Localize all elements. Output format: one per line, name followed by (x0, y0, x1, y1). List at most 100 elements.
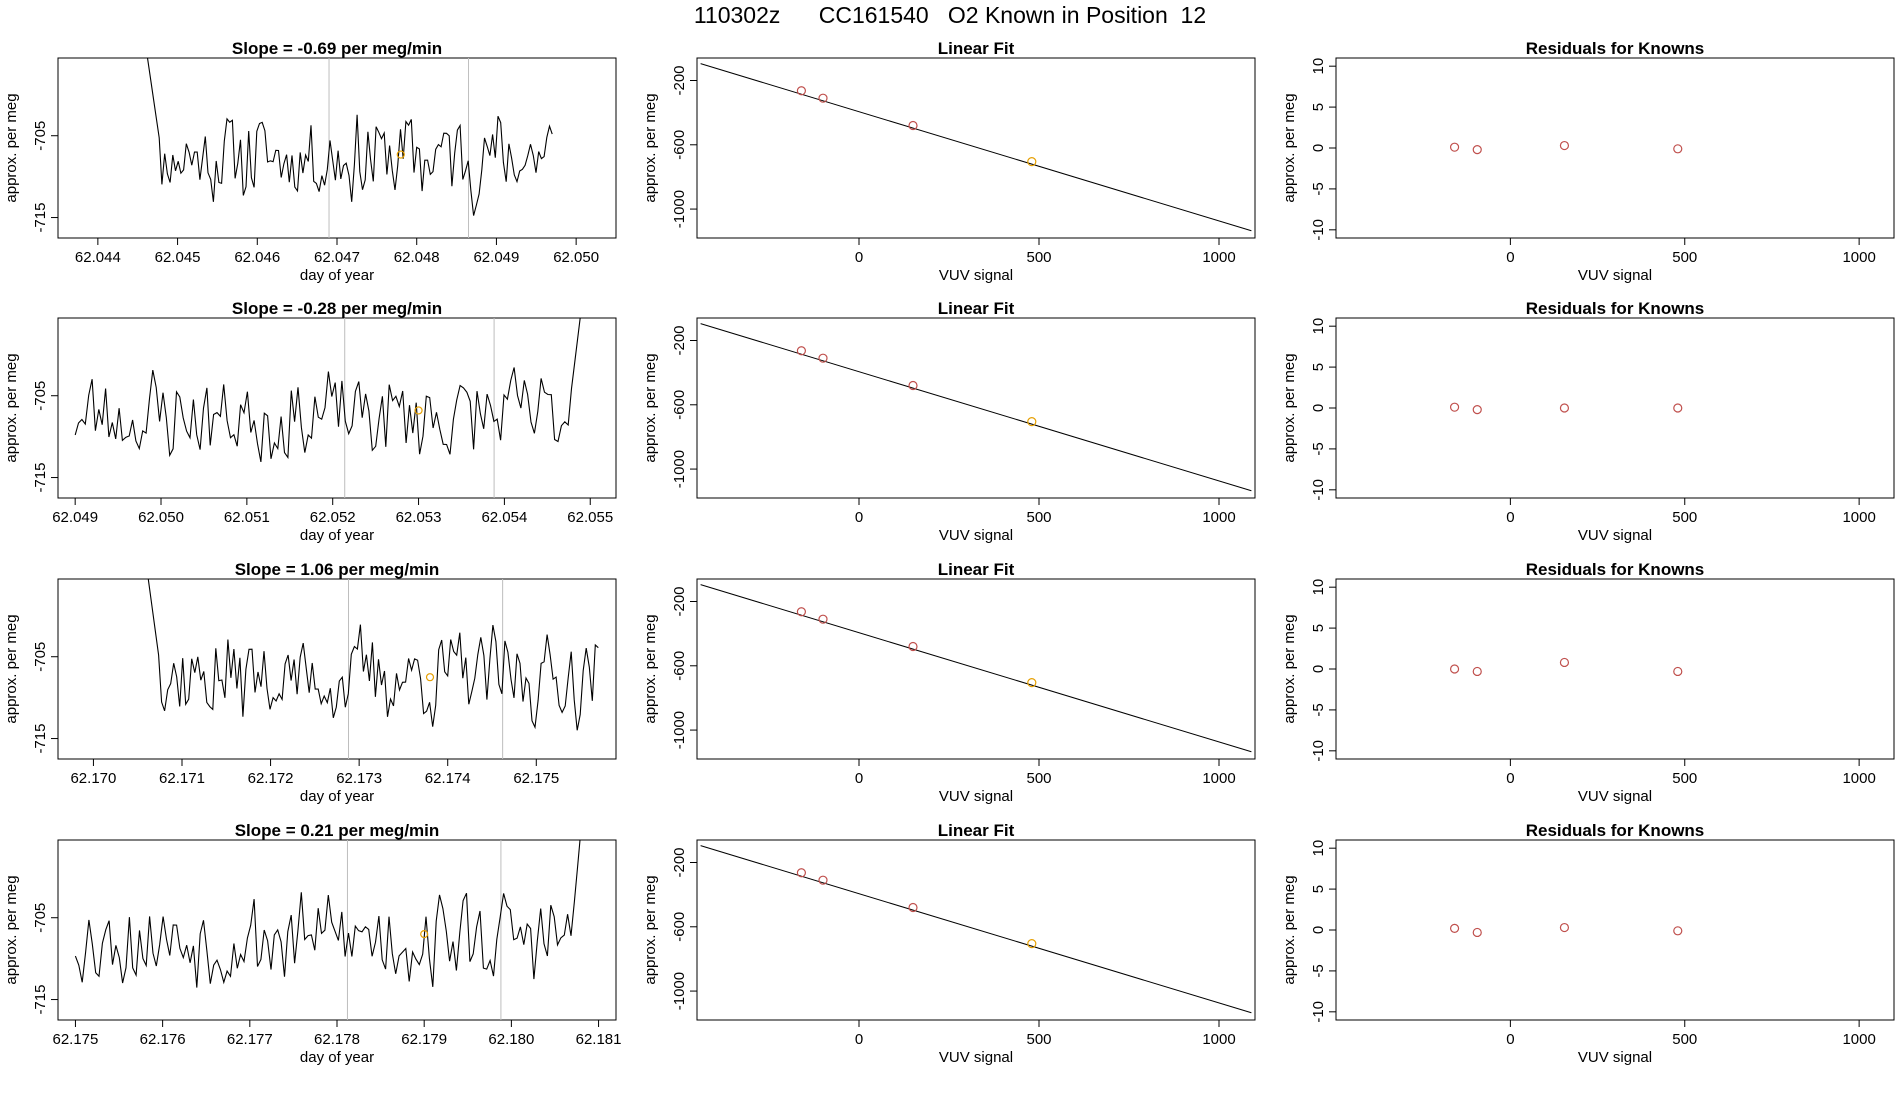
panel-title: Slope = 0.21 per meg/min (235, 821, 440, 840)
y-tick-label: -715 (32, 985, 49, 1015)
known-point (1673, 144, 1683, 154)
y-tick-label: -1000 (671, 972, 688, 1010)
plot-area (1449, 657, 1683, 677)
y-axis-label: approx. per meg (642, 614, 659, 723)
panel-title: Slope = 1.06 per meg/min (235, 560, 440, 579)
sample-marker (425, 673, 435, 682)
panel-r2-c2: Linear Fit 0 500 1000 -200 -600 -1000 VUV signa… (642, 299, 1256, 544)
x-tick-label: 1000 (1202, 509, 1235, 526)
plot-frame (57, 57, 617, 239)
data-series-line (74, 318, 581, 463)
known-point (818, 93, 828, 103)
y-axis-label: approx. per meg (3, 614, 20, 723)
plot-frame (696, 57, 1256, 239)
y-axis-label: approx. per meg (642, 353, 659, 462)
plot-area (700, 323, 1252, 492)
x-tick-label: 62.049 (52, 509, 98, 526)
panel-r2-c3: Residuals for Knowns 0 500 1000 10 5 0 -5 -10 VUV… (1281, 299, 1895, 544)
x-tick-label: 62.180 (488, 1031, 534, 1048)
panel-r4-c2: Linear Fit 0 500 1000 -200 -600 -1000 VUV signa… (642, 821, 1256, 1066)
plot-area (1449, 140, 1683, 155)
y-axis-label: approx. per meg (1281, 353, 1298, 462)
plot-frame (696, 839, 1256, 1021)
x-axis-label: day of year (300, 1049, 374, 1066)
x-tick-label: 62.050 (553, 249, 599, 266)
x-tick-label: 500 (1672, 509, 1697, 526)
known-point (1559, 403, 1570, 413)
y-axis-label: approx. per meg (3, 93, 20, 202)
x-tick-label: 500 (1672, 770, 1697, 787)
known-point (1673, 403, 1683, 413)
plot-frame (57, 839, 617, 1021)
x-tick-label: 62.046 (234, 249, 280, 266)
x-tick-label: 0 (855, 249, 863, 266)
x-tick-label: 62.054 (481, 509, 527, 526)
known-point (1449, 664, 1460, 674)
known-point (908, 641, 918, 652)
panel-r3-c2: Linear Fit 0 500 1000 -200 -600 -1000 VUV signa… (642, 560, 1256, 805)
data-series-line (74, 840, 581, 988)
x-tick-label: 62.044 (75, 249, 121, 266)
x-tick-label: 500 (1026, 1031, 1051, 1048)
y-tick-label: -1000 (671, 450, 688, 488)
known-point (908, 902, 918, 913)
panel-title: Slope = -0.28 per meg/min (232, 299, 442, 318)
y-tick-label: -200 (671, 65, 688, 95)
x-axis-label: VUV signal (939, 788, 1013, 805)
data-series-line (147, 579, 599, 731)
y-tick-label: 10 (1310, 579, 1327, 596)
known-point (1449, 923, 1460, 933)
x-tick-label: 1000 (1842, 770, 1875, 787)
x-tick-label: 62.170 (70, 770, 116, 787)
x-tick-label: 0 (1506, 1031, 1514, 1048)
known-point (818, 353, 828, 363)
plot-frame (1335, 317, 1895, 499)
y-tick-label: 10 (1310, 840, 1327, 857)
sample-marker (414, 406, 423, 415)
y-tick-label: -715 (32, 463, 49, 493)
y-tick-label: -10 (1310, 740, 1327, 762)
x-tick-label: 62.050 (138, 509, 184, 526)
x-axis-label: day of year (300, 267, 374, 284)
x-tick-label: 500 (1026, 770, 1051, 787)
y-tick-label: 10 (1310, 58, 1327, 75)
y-tick-label: 0 (1310, 404, 1327, 412)
x-tick-label: 0 (1506, 770, 1514, 787)
x-axis-label: VUV signal (1578, 788, 1652, 805)
panel-title: Residuals for Knowns (1526, 39, 1705, 58)
panel-title: Residuals for Knowns (1526, 560, 1705, 579)
x-tick-label: 62.047 (314, 249, 360, 266)
panel-title: Residuals for Knowns (1526, 299, 1705, 318)
known-point (1449, 142, 1460, 152)
y-tick-label: -10 (1310, 219, 1327, 241)
y-tick-label: 5 (1310, 103, 1327, 111)
panel-r1-c1: Slope = -0.69 per meg/min 62.044 62.045 62.… (3, 39, 617, 284)
plot-frame (1335, 839, 1895, 1021)
y-tick-label: -715 (32, 203, 49, 233)
panel-r3-c3: Residuals for Knowns 0 500 1000 10 5 0 -5 -10 VUV… (1281, 560, 1895, 805)
plot-frame (696, 317, 1256, 499)
y-axis-label: approx. per meg (3, 875, 20, 984)
panel-r4-c3: Residuals for Knowns 0 500 1000 10 5 0 -5 -10 VUV… (1281, 821, 1895, 1066)
panel-title: Linear Fit (938, 299, 1015, 318)
y-tick-label: -5 (1310, 442, 1327, 455)
x-tick-label: 62.049 (473, 249, 519, 266)
y-tick-label: -600 (671, 390, 688, 420)
x-tick-label: 62.051 (224, 509, 270, 526)
y-tick-label: -705 (32, 642, 49, 672)
known-point (1472, 666, 1482, 677)
x-tick-label: 62.175 (513, 770, 559, 787)
y-tick-label: -5 (1310, 182, 1327, 195)
x-axis-label: VUV signal (939, 1049, 1013, 1066)
panel-title: Linear Fit (938, 39, 1015, 58)
known-point (1673, 666, 1683, 677)
y-tick-label: 5 (1310, 885, 1327, 893)
panel-title: Linear Fit (938, 821, 1015, 840)
fit-line (700, 845, 1252, 1014)
plot-area (74, 840, 581, 1020)
x-tick-label: 62.181 (576, 1031, 622, 1048)
plot-frame (57, 578, 617, 760)
fit-line (700, 323, 1252, 492)
y-tick-label: -705 (32, 381, 49, 411)
